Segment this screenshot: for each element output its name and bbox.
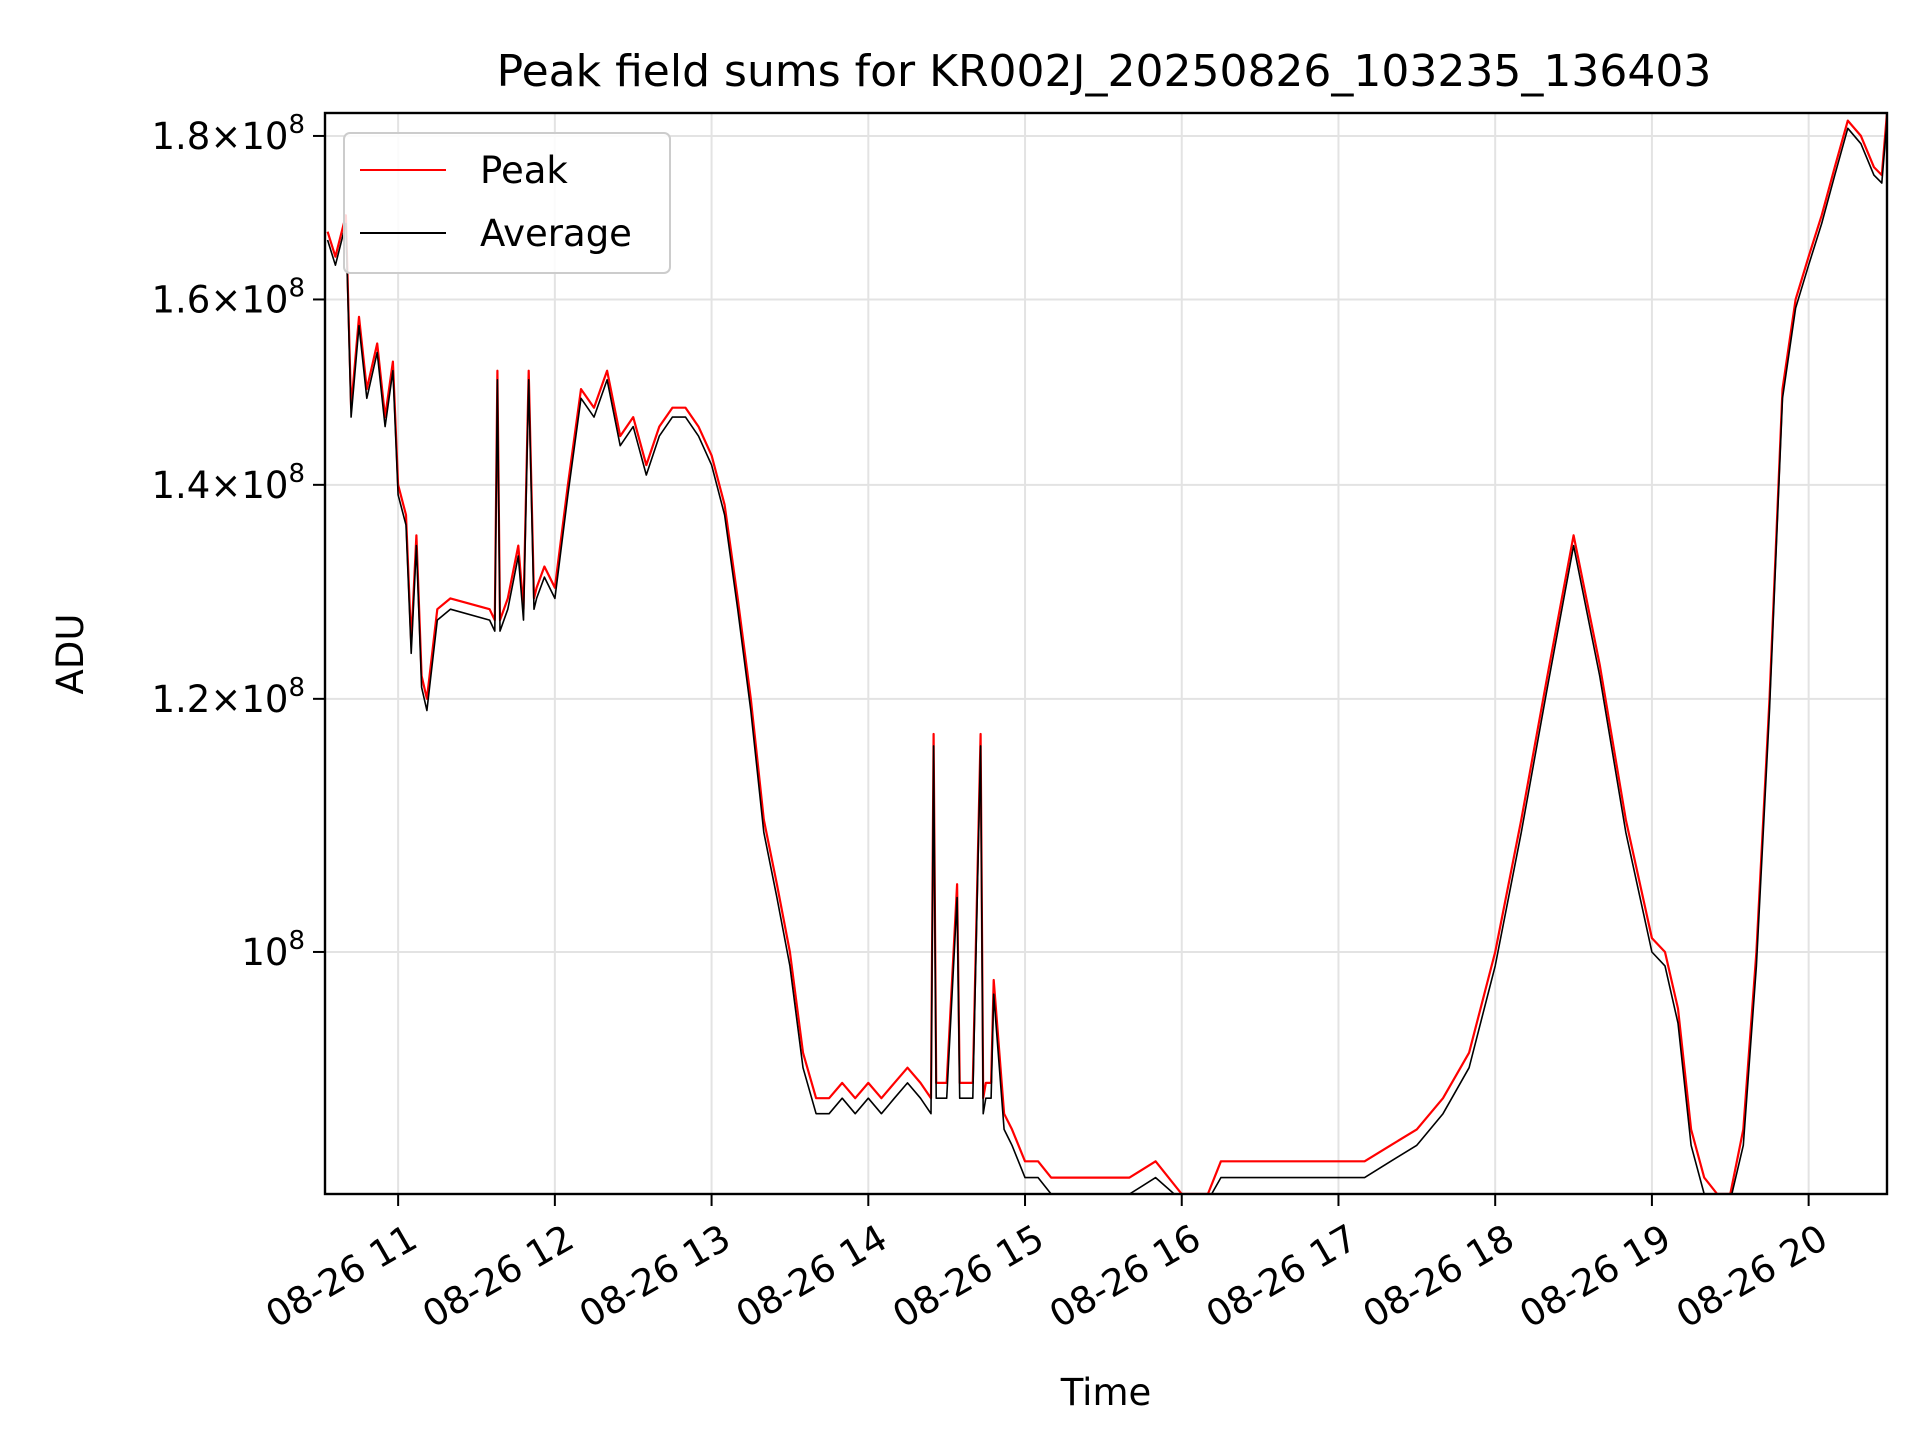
chart-title: Peak field sums for KR002J_20250826_1032…	[497, 46, 1712, 97]
x-tick-label: 08-26 11	[259, 1216, 425, 1336]
legend-box	[343, 132, 671, 274]
y-tick-label: 1.8×108	[152, 110, 306, 158]
plot-frame	[323, 111, 1889, 1196]
x-tick-label: 08-26 14	[729, 1216, 895, 1336]
x-tick-label: 08-26 19	[1512, 1216, 1678, 1336]
x-tick-label: 08-26 15	[886, 1216, 1052, 1336]
x-tick-label: 08-26 12	[415, 1216, 581, 1336]
grid	[325, 113, 1887, 1194]
y-axis: 108 1.2×108 1.4×108 1.6×108 1.8×108	[152, 110, 325, 974]
x-axis-label: Time	[1060, 1371, 1152, 1414]
x-tick-label: 08-26 13	[572, 1216, 738, 1336]
y-tick-label: 108	[241, 926, 305, 974]
x-tick-label: 08-26 18	[1356, 1216, 1522, 1336]
y-tick-label: 1.2×108	[152, 673, 306, 721]
x-tick-label: 08-26 20	[1669, 1216, 1835, 1336]
y-tick-label: 1.6×108	[152, 273, 306, 321]
legend: Peak Average	[343, 132, 671, 274]
x-tick-label: 08-26 16	[1042, 1216, 1208, 1336]
y-tick-label: 1.4×108	[152, 459, 306, 507]
series-layer	[326, 113, 1887, 1194]
legend-label-peak: Peak	[480, 149, 568, 192]
legend-label-average: Average	[480, 212, 632, 255]
x-tick-label: 08-26 17	[1199, 1216, 1365, 1336]
series-line-peak	[326, 113, 1887, 1194]
series-line-average	[326, 120, 1887, 1194]
y-axis-label: ADU	[49, 614, 92, 695]
